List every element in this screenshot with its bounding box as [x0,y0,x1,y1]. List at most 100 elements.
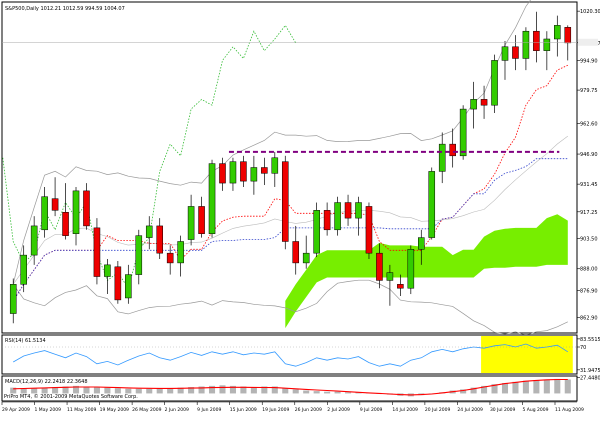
bull-candle [9,284,17,314]
macd-bar [292,389,299,394]
macd-bar [355,392,362,394]
x-axis-label: 29 Apr 2009 [2,407,30,413]
rsi-highlight-box [481,336,573,373]
price-axis-label: 946.90 [580,152,598,158]
macd-bar [303,390,310,394]
bear-candle [533,30,540,51]
macd-bar [334,391,341,394]
macd-bar [271,386,278,394]
macd-bar [313,391,320,394]
bear-candle [480,99,488,106]
x-axis-label: 1 May 2009 [35,407,62,413]
bull-candle [313,210,320,254]
bull-candle [438,143,446,172]
macd-bar [501,382,509,394]
bull-candle [145,225,153,238]
macd-axis-label: 27.4480 [580,375,600,381]
bear-candle [365,206,373,254]
x-axis-label: 2 Jun 2009 [165,407,189,413]
rsi-axis-label: 31.9475 [580,368,600,374]
bull-candle [522,30,530,59]
price-axis-label: 862.90 [580,316,598,322]
bull-candle [302,252,310,264]
price-axis-label: 903.50 [580,237,598,243]
macd-bar [198,386,205,394]
x-axis-label: 14 Jul 2009 [392,407,418,413]
kijun-line [12,158,568,302]
price-axis-label: 876.90 [580,288,598,294]
bull-candle [491,60,498,106]
macd-bar [345,392,352,394]
rsi-title: RSI(14) 61.5134 [5,338,46,344]
x-axis-label: 2 Jul 2009 [327,407,350,413]
macd-bar [208,385,216,394]
macd-bar [41,387,48,394]
bear-candle [397,284,404,289]
macd-bar [229,385,236,394]
bear-candle [564,27,572,44]
bull-candle [177,241,184,264]
bear-candle [281,161,289,242]
macd-bar [125,388,132,394]
macd-bar [250,387,257,394]
macd-bar [104,387,111,394]
bull-candle [543,38,551,51]
macd-bar [481,385,488,394]
price-axis-label: 962.60 [580,121,598,127]
bull-candle [187,206,195,240]
bear-candle [240,161,247,182]
bear-candle [156,225,163,254]
bear-candle [261,167,268,174]
macd-title: MACD(12,26,9) 22.2418 22.3648 [5,379,88,385]
macd-bar [324,391,331,394]
macd-bar [491,384,498,394]
bear-candle [114,266,122,301]
macd-bar [240,386,247,394]
bull-candle [104,264,111,277]
macd-bar [93,387,100,394]
bull-candle [428,171,436,238]
x-axis-label: 24 Jul 2009 [457,407,483,413]
bull-candle [229,161,237,184]
macd-bar [282,388,289,394]
price-chart-title: S&P500,Daily 1012.21 1012.59 994.59 1004… [5,6,125,12]
x-axis-label: 11 May 2009 [67,407,96,413]
x-axis-label: 26 Jun 2009 [295,407,322,413]
bear-candle [198,206,205,234]
bear-candle [344,202,352,219]
macd-bar [10,387,17,394]
macd-bar [83,386,90,394]
bull-candle [459,108,467,157]
price-panel: 1020.301004.07994.90979.75962.60946.9093… [1,0,600,336]
bollinger-lower [12,279,568,336]
tenkan-line [12,64,568,302]
bull-candle [135,235,143,275]
x-axis-label: 26 May 2009 [132,407,161,413]
bull-candle [386,272,394,281]
price-panel-frame [1,1,578,334]
macd-bar [177,387,184,394]
bull-candle [355,202,362,219]
bear-candle [323,210,331,231]
bear-candle [166,252,174,264]
x-axis-label: 20 Jul 2009 [425,407,451,413]
macd-bar [188,387,195,394]
x-axis-label: 15 Jun 2009 [230,407,257,413]
macd-bar [554,378,561,394]
rsi-axis-label: 83.5515 [580,337,600,343]
bull-candle [20,254,27,285]
ichimoku-cloud [285,214,568,329]
macd-bar [20,388,27,394]
macd-bar [460,389,467,394]
bear-candle [449,143,456,157]
bear-candle [512,46,519,59]
macd-bar [543,379,550,394]
bull-candle [250,167,258,182]
bull-candle [72,190,80,234]
x-axis-label: 5 Aug 2009 [522,407,548,413]
macd-bar [31,388,38,394]
macd-bar [533,380,540,394]
macd-signal-line [13,378,568,396]
bear-candle [376,252,383,281]
